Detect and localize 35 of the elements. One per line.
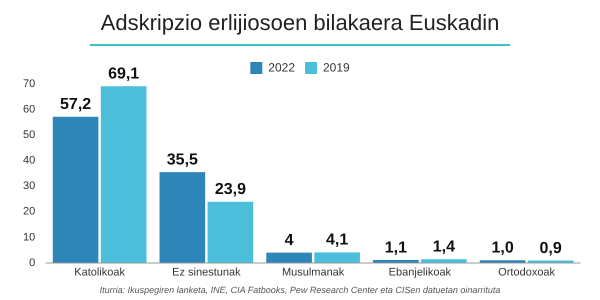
x-tick-label: Ortodoxoak <box>498 266 556 278</box>
y-tick-label: 70 <box>22 78 36 90</box>
bar <box>314 252 360 263</box>
bar <box>480 260 526 263</box>
x-tick-label: Musulmanak <box>282 266 345 278</box>
y-tick-label: 50 <box>22 129 36 142</box>
bar <box>160 172 206 263</box>
y-tick-label: 0 <box>29 256 36 269</box>
chart-title: Adskripzio erlijiosoen bilakaera Euskadin <box>100 10 500 36</box>
data-label: 23,9 <box>214 181 246 198</box>
legend-label: 2022 <box>268 60 296 74</box>
data-label: 69,1 <box>108 66 140 83</box>
y-tick-label: 20 <box>22 206 36 218</box>
bar <box>208 202 254 263</box>
y-tick-label: 60 <box>22 104 36 116</box>
bar <box>266 252 312 263</box>
data-label: 4 <box>284 232 294 249</box>
x-tick-label: Katolikoak <box>74 266 126 278</box>
data-label: 1,0 <box>491 240 514 257</box>
data-label: 57,2 <box>60 96 92 114</box>
bar <box>100 86 146 263</box>
data-label: 1,1 <box>384 239 408 256</box>
y-tick-label: 30 <box>22 180 36 192</box>
bar <box>52 116 98 263</box>
data-label: 35,5 <box>166 152 198 169</box>
data-label: 4,1 <box>326 232 348 249</box>
legend-label: 2019 <box>323 60 350 74</box>
y-tick-label: 40 <box>22 154 36 167</box>
y-tick-label: 10 <box>22 231 36 244</box>
bar <box>421 259 467 263</box>
text: Iturria: Ikuspegiren lanketa, INE, CIA Fatbooks, Pew Research Center eta CISen datuetan oinarrituta <box>98 285 502 295</box>
x-tick-label: Ebanjelikoak <box>388 266 452 278</box>
data-label: 1,4 <box>432 238 456 256</box>
x-tick-label: Ez sinestunak <box>172 266 242 278</box>
data-label: 0,9 <box>540 240 562 257</box>
